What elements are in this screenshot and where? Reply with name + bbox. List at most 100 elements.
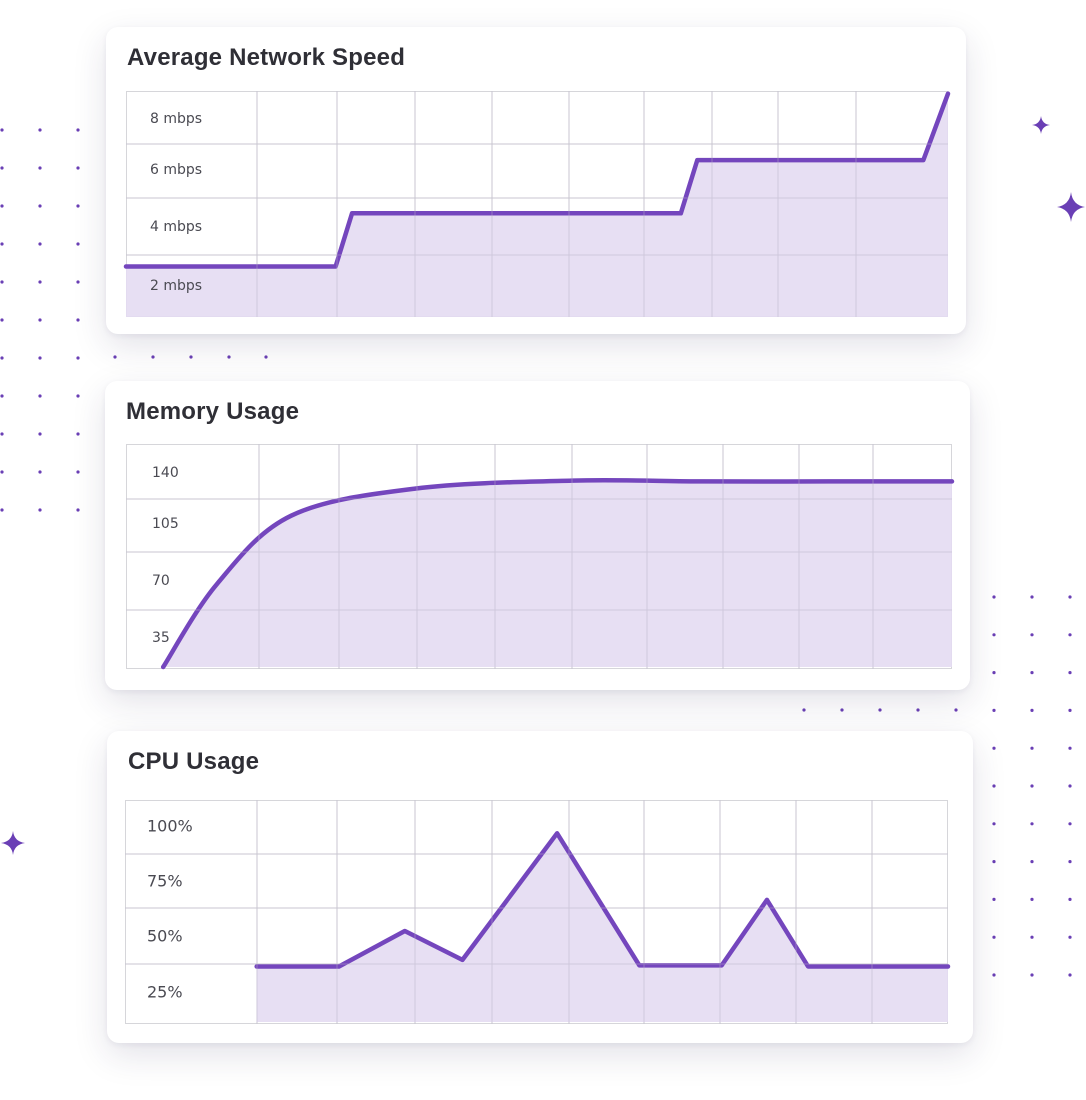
decorative-dot bbox=[264, 355, 268, 359]
decorative-dot bbox=[0, 242, 4, 246]
cpu-usage-card: CPU Usage 100% 75% 50% 25% bbox=[107, 731, 973, 1043]
decorative-dot bbox=[38, 470, 42, 474]
memory-usage-chart: 140 105 70 35 bbox=[126, 444, 955, 670]
network-speed-card: Average Network Speed 8 mbps 6 mbps 4 mbps… bbox=[106, 27, 966, 334]
y-tick-label: 75% bbox=[147, 872, 183, 891]
decorative-dot bbox=[38, 356, 42, 360]
decorative-dot bbox=[76, 356, 80, 360]
decorative-dot bbox=[1068, 897, 1072, 902]
decorative-dot bbox=[76, 204, 80, 208]
decorative-dot bbox=[802, 708, 806, 712]
decorative-dot bbox=[1068, 671, 1072, 675]
decorative-dot bbox=[38, 280, 42, 284]
decorative-dot-grid-right bbox=[802, 595, 1072, 977]
decorative-dot bbox=[992, 822, 996, 826]
decorative-dot bbox=[916, 708, 920, 712]
decorative-dot bbox=[0, 470, 4, 474]
y-tick-label: 4 mbps bbox=[150, 219, 202, 235]
decorative-dot bbox=[0, 356, 4, 360]
network-speed-chart: 8 mbps 6 mbps 4 mbps 2 mbps bbox=[123, 91, 951, 318]
decorative-dot bbox=[38, 204, 42, 208]
decorative-dot bbox=[992, 746, 996, 750]
y-tick-label: 70 bbox=[152, 573, 170, 589]
decorative-dot bbox=[76, 394, 80, 398]
sparkle-icon bbox=[1057, 192, 1085, 222]
y-tick-label: 100% bbox=[147, 817, 193, 836]
decorative-dot bbox=[227, 355, 231, 359]
chart-grid-overlay bbox=[126, 91, 948, 317]
y-tick-label: 6 mbps bbox=[150, 162, 202, 178]
sparkle-icon bbox=[1, 831, 25, 855]
decorative-dot bbox=[76, 318, 80, 322]
series-area bbox=[256, 833, 948, 1022]
decorative-dot bbox=[1068, 822, 1072, 826]
decorative-dot bbox=[0, 280, 4, 284]
decorative-dot bbox=[76, 128, 80, 132]
decorative-dot bbox=[151, 355, 155, 359]
y-tick-label: 105 bbox=[152, 516, 179, 532]
memory-usage-title: Memory Usage bbox=[126, 398, 300, 425]
decorative-dot bbox=[0, 318, 4, 322]
series-line bbox=[160, 477, 955, 670]
y-tick-label: 50% bbox=[147, 927, 183, 946]
decorative-dot bbox=[840, 708, 844, 712]
y-tick-label: 2 mbps bbox=[150, 278, 202, 294]
series-line bbox=[254, 831, 951, 969]
y-tick-label: 35 bbox=[152, 630, 170, 646]
decorative-dot bbox=[1030, 973, 1034, 977]
cpu-usage-chart: 100% 75% 50% 25% bbox=[125, 800, 951, 1024]
decorative-dot bbox=[38, 242, 42, 246]
decorative-dot bbox=[38, 394, 42, 398]
sparkle-icon bbox=[1032, 116, 1050, 134]
decorative-dot bbox=[0, 394, 4, 398]
decorative-dot bbox=[992, 633, 996, 637]
chart-grid-overlay bbox=[125, 800, 948, 1024]
decorative-dot bbox=[113, 355, 117, 359]
decorative-dot bbox=[954, 708, 958, 712]
decorative-dot bbox=[992, 860, 996, 864]
decorative-dot bbox=[1030, 935, 1034, 939]
decorative-dot bbox=[992, 897, 996, 902]
decorative-dot bbox=[76, 470, 80, 474]
y-tick-label: 8 mbps bbox=[150, 111, 202, 127]
decorative-dot bbox=[38, 128, 42, 132]
decorative-dot bbox=[76, 508, 80, 512]
decorative-dot bbox=[1068, 708, 1072, 713]
memory-usage-card: Memory Usage 140 105 70 35 bbox=[105, 381, 970, 690]
decorative-dot-grid-left bbox=[0, 128, 268, 512]
chart-grid-overlay bbox=[126, 444, 952, 669]
decorative-dot bbox=[1030, 671, 1034, 675]
decorative-dot bbox=[1030, 708, 1034, 713]
decorative-dot bbox=[0, 128, 4, 132]
decorative-dot bbox=[1030, 746, 1034, 750]
decorative-dot bbox=[1068, 973, 1072, 977]
y-tick-label: 140 bbox=[152, 465, 179, 481]
decorative-dot bbox=[1068, 935, 1072, 939]
decorative-dot bbox=[38, 508, 42, 512]
y-tick-label: 25% bbox=[147, 983, 183, 1002]
decorative-dot bbox=[1068, 784, 1072, 788]
series-area bbox=[163, 480, 953, 667]
decorative-dot bbox=[992, 708, 996, 713]
decorative-dot bbox=[38, 432, 42, 436]
decorative-dot bbox=[76, 280, 80, 284]
decorative-dot bbox=[1030, 595, 1034, 599]
decorative-dot bbox=[76, 166, 80, 170]
decorative-dot bbox=[0, 166, 4, 170]
decorative-dot bbox=[38, 318, 42, 322]
decorative-dot bbox=[76, 242, 80, 246]
cpu-usage-title: CPU Usage bbox=[128, 748, 260, 775]
decorative-dot bbox=[76, 432, 80, 436]
decorative-dot bbox=[1030, 784, 1034, 788]
decorative-dot bbox=[1068, 746, 1072, 750]
series-area bbox=[126, 93, 948, 318]
decorative-dot bbox=[0, 508, 4, 512]
decorative-dot bbox=[992, 784, 996, 788]
decorative-dot bbox=[992, 973, 996, 977]
grid-frame bbox=[125, 800, 948, 1024]
decorative-dot bbox=[878, 708, 882, 712]
decorative-dot bbox=[992, 935, 996, 939]
decorative-dot bbox=[1030, 822, 1034, 826]
decorative-dot bbox=[1068, 595, 1072, 599]
